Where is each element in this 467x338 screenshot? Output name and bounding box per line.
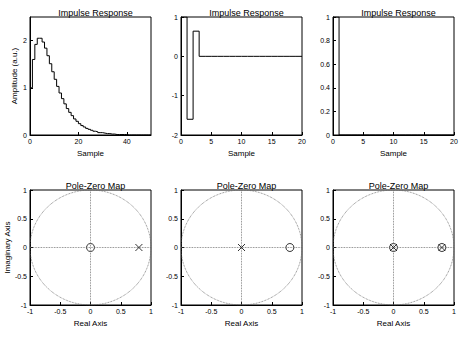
- svg-text:1: 1: [326, 187, 330, 194]
- svg-text:-0.5: -0.5: [166, 273, 178, 280]
- svg-text:1: 1: [452, 308, 456, 315]
- svg-text:0.5: 0.5: [320, 215, 330, 222]
- svg-text:Impulse Response: Impulse Response: [361, 8, 436, 18]
- svg-text:-2: -2: [172, 132, 178, 139]
- svg-text:Pole-Zero Map: Pole-Zero Map: [369, 181, 429, 191]
- svg-text:0: 0: [331, 138, 335, 145]
- svg-text:0.6: 0.6: [320, 61, 330, 68]
- svg-text:Impulse Response: Impulse Response: [58, 8, 133, 18]
- svg-text:40: 40: [123, 138, 131, 145]
- svg-text:-1: -1: [27, 308, 33, 315]
- svg-text:1: 1: [326, 14, 330, 21]
- svg-text:20: 20: [298, 138, 306, 145]
- svg-text:-0.5: -0.5: [318, 273, 330, 280]
- svg-text:0: 0: [392, 308, 396, 315]
- svg-text:Sample: Sample: [228, 149, 256, 158]
- svg-text:0: 0: [174, 53, 178, 60]
- svg-text:15: 15: [420, 138, 428, 145]
- svg-text:10: 10: [238, 138, 246, 145]
- svg-text:0.5: 0.5: [419, 308, 429, 315]
- svg-text:0: 0: [326, 244, 330, 251]
- svg-text:-1: -1: [171, 301, 178, 309]
- svg-text:10: 10: [390, 138, 398, 145]
- svg-text:1: 1: [23, 187, 27, 194]
- svg-text:20: 20: [75, 138, 83, 145]
- svg-text:2: 2: [23, 37, 27, 44]
- svg-text:Real Axis: Real Axis: [377, 319, 410, 328]
- svg-text:0.5: 0.5: [17, 215, 27, 222]
- svg-text:0: 0: [23, 244, 27, 251]
- svg-text:0: 0: [326, 132, 330, 139]
- svg-text:-1: -1: [330, 308, 336, 315]
- svg-text:Real Axis: Real Axis: [225, 319, 258, 328]
- svg-text:-0.5: -0.5: [15, 273, 27, 280]
- svg-text:-1: -1: [178, 308, 184, 315]
- svg-text:0: 0: [174, 244, 178, 251]
- svg-text:Impulse Response: Impulse Response: [209, 8, 284, 18]
- svg-text:1: 1: [149, 308, 153, 315]
- svg-text:0.5: 0.5: [267, 308, 277, 315]
- svg-text:0.8: 0.8: [320, 37, 330, 44]
- svg-text:0.4: 0.4: [320, 84, 330, 91]
- svg-text:Pole-Zero Map: Pole-Zero Map: [66, 181, 126, 191]
- svg-text:-0.5: -0.5: [205, 308, 217, 315]
- svg-text:1: 1: [174, 187, 178, 194]
- svg-text:0.5: 0.5: [116, 308, 126, 315]
- svg-text:Sample: Sample: [77, 149, 105, 158]
- svg-text:-0.5: -0.5: [54, 308, 66, 315]
- svg-text:0.5: 0.5: [168, 215, 178, 222]
- svg-text:0.2: 0.2: [320, 108, 330, 115]
- svg-text:1: 1: [23, 84, 27, 91]
- svg-text:20: 20: [450, 138, 458, 145]
- svg-text:0: 0: [179, 138, 183, 145]
- svg-text:-1: -1: [172, 92, 178, 99]
- svg-text:0: 0: [89, 308, 93, 315]
- svg-text:15: 15: [268, 138, 276, 145]
- svg-text:-1: -1: [323, 301, 330, 309]
- svg-text:Real Axis: Real Axis: [74, 319, 107, 328]
- svg-text:Sample: Sample: [380, 149, 408, 158]
- svg-text:5: 5: [209, 138, 213, 145]
- svg-text:0: 0: [28, 138, 32, 145]
- svg-text:1: 1: [174, 14, 178, 21]
- svg-text:0: 0: [240, 308, 244, 315]
- svg-text:1: 1: [300, 308, 304, 315]
- svg-text:Imaginary Axis: Imaginary Axis: [3, 221, 12, 273]
- svg-text:Amplitude (a.u.): Amplitude (a.u.): [10, 47, 19, 104]
- svg-text:Pole-Zero Map: Pole-Zero Map: [217, 181, 277, 191]
- svg-text:5: 5: [361, 138, 365, 145]
- svg-text:-1: -1: [20, 301, 27, 309]
- svg-text:0: 0: [23, 132, 27, 139]
- svg-text:-0.5: -0.5: [357, 308, 369, 315]
